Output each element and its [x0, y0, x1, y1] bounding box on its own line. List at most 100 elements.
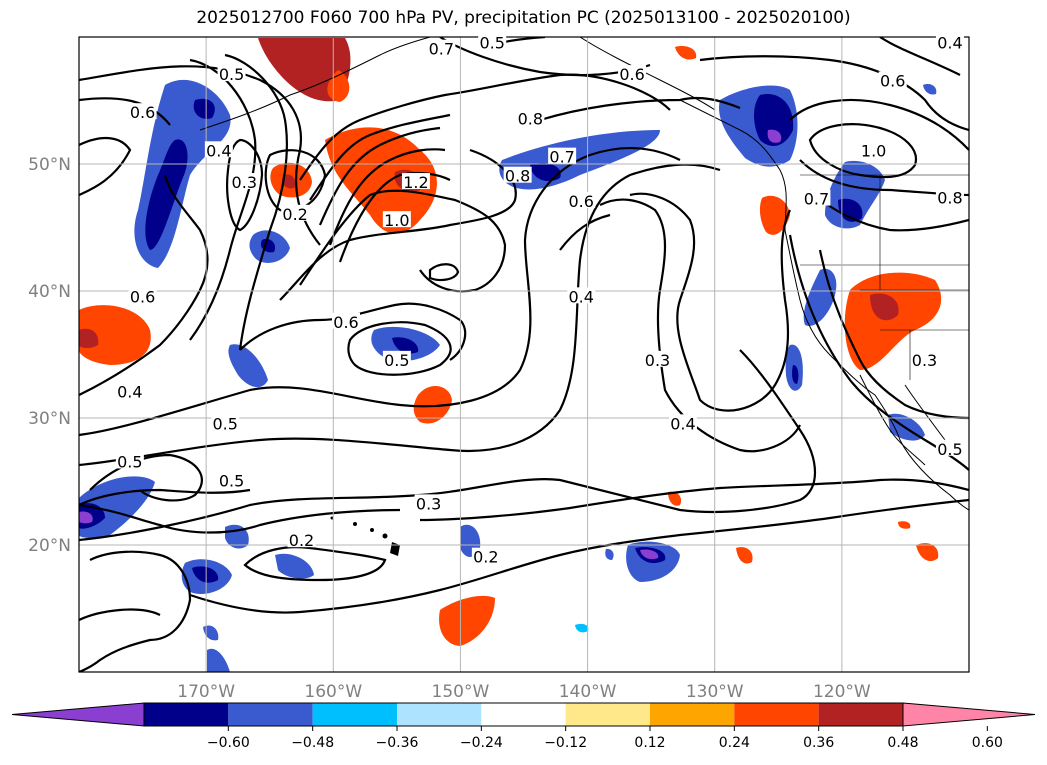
island [353, 522, 357, 526]
precip-anomaly-region [675, 46, 697, 60]
pv-contour-line [239, 302, 467, 361]
precip-anomaly-region [145, 139, 188, 250]
pv-contour-line [299, 73, 671, 181]
pv-contour-line [243, 546, 387, 582]
coastlines [199, 37, 969, 511]
pv-contour-line [699, 55, 969, 132]
contour-label-bg [211, 414, 240, 431]
contour-label-bg [128, 287, 157, 304]
precip-anomaly-region [207, 648, 230, 672]
pv-contour-line [818, 249, 969, 420]
pv-contour-line [189, 58, 257, 341]
pv-contour-line [318, 126, 441, 226]
contour-label: 0.8 [518, 110, 543, 129]
precip-anomaly-region [605, 548, 614, 560]
colorbar-tick-label: 0.12 [634, 735, 665, 751]
contour-label-bg [217, 65, 246, 82]
pv-contour-line [629, 192, 791, 412]
pv-contour-line [79, 174, 209, 396]
coastline-alaska [579, 37, 716, 111]
precip-anomaly-region [923, 84, 937, 95]
contour-label-bg [802, 189, 831, 206]
contour-label: 0.4 [568, 287, 593, 306]
contour-label: 0.3 [416, 494, 441, 513]
contour-label-bg [287, 531, 316, 548]
contour-label-bg [668, 414, 697, 431]
contour-label: 0.6 [333, 313, 358, 332]
precip-anomaly-region [844, 272, 942, 370]
coastline-baja [859, 374, 926, 466]
contour-label: 0.7 [549, 148, 574, 167]
island [330, 516, 334, 520]
contour-label: 0.7 [804, 190, 829, 209]
precip-anomaly-region [838, 198, 863, 222]
pv-contour-line [79, 349, 817, 542]
contour-label: 0.5 [479, 33, 504, 52]
pv-contour-line [79, 163, 721, 467]
contour-label-bg [414, 494, 443, 511]
contour-label: 0.5 [937, 440, 962, 459]
precip-anomaly-region [759, 195, 790, 235]
longitude-label: 140°W [559, 682, 617, 702]
colorbar-tick-label: −0.60 [207, 735, 250, 751]
contour-label-bg [204, 141, 233, 158]
contour-label: 0.4 [206, 141, 231, 160]
precip-anomaly-region [258, 38, 351, 102]
contour-label-bg [859, 141, 888, 158]
contour-label-bg [478, 33, 507, 50]
contour-label: 0.6 [568, 192, 593, 211]
pv-contour-line [79, 608, 161, 621]
precip-anomaly-region [79, 511, 93, 524]
contour-label-bg [471, 547, 500, 564]
precip-anomaly-region [439, 595, 495, 646]
colorbar: −0.60 −0.48 −0.36 −0.24 −0.12 0.12 0.24 0.36 0.4… [11, 702, 1036, 751]
contour-label-bg [281, 204, 310, 221]
precip-anomaly-region [792, 364, 799, 384]
coastline-aleutians [199, 37, 431, 131]
contour-label: 1.2 [403, 173, 428, 192]
contour-label-bg [503, 166, 532, 183]
colorbar-tick-label: −0.36 [376, 735, 419, 751]
precip-anomaly-region [325, 127, 437, 234]
pv-contour-line [79, 503, 401, 534]
pv-contour-line [559, 213, 611, 251]
contour-label: 0.7 [429, 40, 454, 59]
pv-contour-line [79, 147, 681, 437]
map-frame [78, 36, 970, 673]
precip-anomaly-region [282, 174, 296, 189]
precip-anomaly-region [575, 623, 589, 633]
longitude-label: 130°W [686, 682, 744, 702]
contour-label-bg [878, 71, 907, 88]
contour-label: 0.2 [473, 548, 498, 567]
map-plot-area [79, 37, 969, 672]
colorbar-segment [818, 703, 903, 726]
longitude-label: 170°W [177, 682, 235, 702]
pv-contour-line [879, 37, 961, 76]
contour-label-bg [567, 192, 596, 209]
contour-label: 0.5 [384, 351, 409, 370]
colorbar-segment [144, 703, 229, 726]
contour-labels: 0.50.60.40.30.21.21.00.60.50.60.40.50.50… [115, 33, 964, 567]
contour-label: 0.5 [212, 414, 237, 433]
precip-anomaly-region [79, 305, 151, 365]
contour-label-bg [382, 211, 411, 228]
colorbar-tick-label: −0.12 [544, 735, 587, 751]
precip-anomaly-region [916, 543, 939, 562]
pv-contour-line [79, 550, 192, 672]
contour-label-bg [567, 287, 596, 304]
island [382, 533, 388, 539]
colorbar-tick-label: 0.24 [719, 735, 750, 751]
coastline-north-america [679, 99, 969, 511]
contour-label-bg [516, 109, 545, 126]
pv-contour-line [328, 148, 446, 246]
contour-label: 0.2 [282, 205, 307, 224]
precip-anomaly-region [767, 129, 782, 143]
precip-anomaly-region [275, 553, 314, 579]
colorbar-segment [481, 703, 566, 726]
contour-label-bg [935, 439, 964, 456]
colorbar-segment [228, 703, 313, 726]
contour-label: 0.3 [645, 351, 670, 370]
contour-label: 0.4 [117, 383, 142, 402]
colorbar-tick-label: −0.24 [460, 735, 503, 751]
precip-anomaly-region [79, 328, 99, 349]
